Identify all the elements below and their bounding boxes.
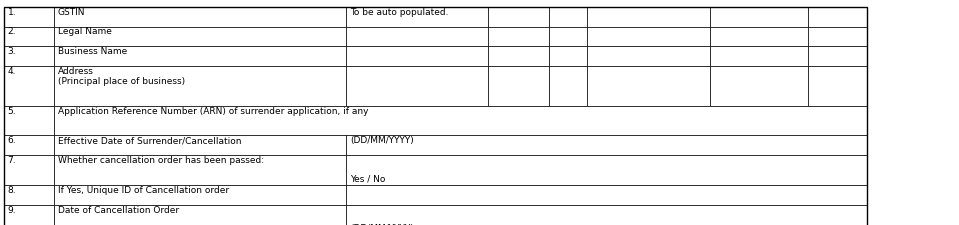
Bar (346, 185, 867, 205)
Text: 7.: 7. (8, 156, 16, 165)
Bar (549, 66, 587, 106)
Text: 2.: 2. (8, 27, 16, 36)
Bar (346, 155, 867, 185)
Text: To be auto populated.: To be auto populated. (350, 8, 449, 17)
Bar (587, 7, 710, 27)
Bar (54, 46, 346, 66)
Bar (346, 27, 488, 46)
Bar (710, 7, 808, 27)
Bar (549, 7, 587, 27)
Bar (4, 27, 54, 46)
Text: 9.: 9. (8, 206, 16, 215)
Bar (710, 27, 808, 46)
Text: (DD/MM/YYYY): (DD/MM/YYYY) (350, 224, 413, 225)
Bar (346, 205, 867, 225)
Bar (4, 185, 54, 205)
Bar (710, 46, 808, 66)
Text: 6.: 6. (8, 136, 16, 145)
Bar (4, 106, 54, 135)
Bar (4, 155, 54, 185)
Bar (808, 7, 867, 27)
Text: Business Name: Business Name (58, 47, 127, 56)
Text: Whether cancellation order has been passed:: Whether cancellation order has been pass… (58, 156, 264, 165)
Bar (4, 205, 54, 225)
Text: Effective Date of Surrender/Cancellation: Effective Date of Surrender/Cancellation (58, 136, 241, 145)
Bar (4, 7, 54, 27)
Text: 5.: 5. (8, 107, 16, 116)
Text: GSTIN: GSTIN (58, 8, 85, 17)
Bar (54, 135, 346, 155)
Bar (488, 46, 549, 66)
Bar (346, 7, 488, 27)
Bar (549, 27, 587, 46)
Text: Date of Cancellation Order: Date of Cancellation Order (58, 206, 178, 215)
Text: 8.: 8. (8, 186, 16, 195)
Bar (4, 66, 54, 106)
Bar (54, 7, 346, 27)
Bar (587, 66, 710, 106)
Bar (54, 155, 346, 185)
Text: Address
(Principal place of business): Address (Principal place of business) (58, 67, 185, 86)
Bar (4, 135, 54, 155)
Bar (808, 46, 867, 66)
Bar (54, 27, 346, 46)
Text: If Yes, Unique ID of Cancellation order: If Yes, Unique ID of Cancellation order (58, 186, 228, 195)
Text: 1.: 1. (8, 8, 16, 17)
Bar (549, 46, 587, 66)
Text: (DD/MM/YYYY): (DD/MM/YYYY) (350, 136, 413, 145)
Bar (54, 106, 867, 135)
Text: 4.: 4. (8, 67, 16, 76)
Bar (346, 66, 488, 106)
Bar (587, 46, 710, 66)
Bar (710, 66, 808, 106)
Bar (488, 27, 549, 46)
Bar (54, 66, 346, 106)
Bar (808, 27, 867, 46)
Bar (587, 27, 710, 46)
Bar (488, 66, 549, 106)
Bar (346, 46, 488, 66)
Bar (54, 205, 346, 225)
Text: Application Reference Number (ARN) of surrender application, if any: Application Reference Number (ARN) of su… (58, 107, 368, 116)
Bar (54, 185, 346, 205)
Text: Legal Name: Legal Name (58, 27, 111, 36)
Bar (488, 7, 549, 27)
Text: 3.: 3. (8, 47, 16, 56)
Bar (346, 135, 867, 155)
Bar (4, 46, 54, 66)
Text: Yes / No: Yes / No (350, 174, 386, 183)
Bar (808, 66, 867, 106)
